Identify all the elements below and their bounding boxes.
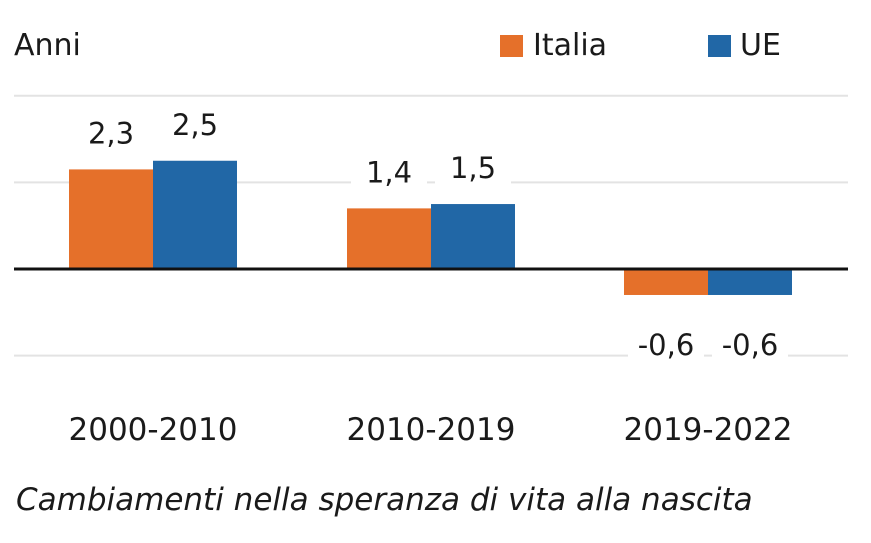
data-label-bg: [435, 148, 511, 189]
data-label: -0,6: [638, 328, 695, 362]
legend-label-ue: UE: [740, 28, 781, 63]
x-tick-label: 2019-2022: [624, 412, 793, 448]
bar-italia-2019-2022: [624, 269, 708, 295]
bar-italia-2000-2010: [69, 169, 153, 269]
chart-caption: Cambiamenti nella speranza di vita alla …: [16, 482, 753, 518]
x-tick-label: 2010-2019: [347, 412, 516, 448]
legend-label-italia: Italia: [533, 28, 607, 63]
legend: Italia UE: [500, 28, 781, 63]
data-label-bg: [351, 152, 427, 193]
data-label-bg: [712, 324, 788, 365]
bar-ue-2019-2022: [708, 269, 792, 295]
bar-italia-2010-2019: [347, 208, 431, 269]
data-label: 1,5: [450, 151, 496, 185]
y-axis-label: Anni: [14, 28, 81, 63]
bar-ue-2000-2010: [153, 160, 237, 269]
data-label: 2,5: [172, 108, 218, 142]
legend-swatch-italia: [500, 35, 523, 57]
data-label-bg: [157, 104, 233, 145]
legend-swatch-ue: [708, 35, 731, 57]
x-tick-label: 2000-2010: [69, 412, 238, 448]
data-label-bg: [628, 324, 704, 365]
data-label: -0,6: [722, 328, 779, 362]
data-label-bg: [73, 113, 149, 154]
bar-ue-2010-2019: [431, 204, 515, 269]
data-label: 2,3: [88, 116, 134, 150]
data-label: 1,4: [366, 155, 412, 189]
